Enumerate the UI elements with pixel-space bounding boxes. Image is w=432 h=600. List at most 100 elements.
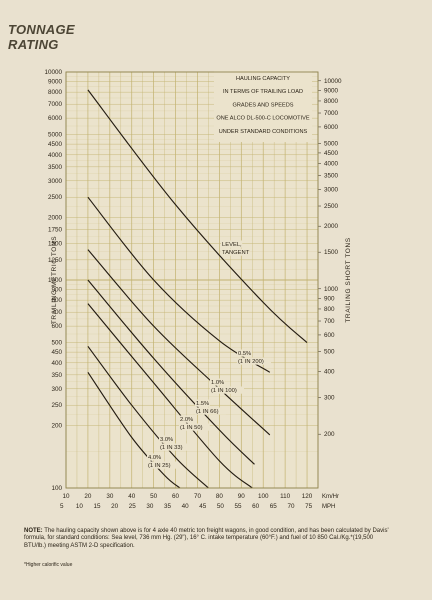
chart-title-line: ONE ALCO DL-500-C LOCOMOTIVE bbox=[216, 116, 310, 122]
y-left-tick-label: 1500 bbox=[48, 240, 63, 247]
note-label: NOTE: bbox=[24, 528, 43, 534]
plot-frame bbox=[65, 71, 319, 489]
y-right-tick-label: 300 bbox=[324, 395, 335, 402]
chart-title-line: HAULING CAPACITY bbox=[236, 76, 290, 82]
x-kmh-tick-label: 50 bbox=[150, 493, 158, 500]
series-label: 1.0% bbox=[211, 380, 224, 386]
y-right-tick-label: 1000 bbox=[324, 286, 339, 293]
y-left-tick-label: 1750 bbox=[48, 226, 63, 233]
series-label-bg bbox=[159, 443, 190, 451]
y-right-tick-label: 400 bbox=[324, 369, 335, 376]
y-left-axis-label: TRAILING METRIC TONS bbox=[51, 236, 58, 324]
y-right-tick-label: 2000 bbox=[324, 223, 339, 230]
series-line bbox=[87, 89, 308, 344]
x-mph-tick-label: 45 bbox=[199, 503, 207, 510]
y-left-tick-label: 2500 bbox=[48, 194, 63, 201]
y-right-tick-label: 3500 bbox=[324, 173, 339, 180]
x-mph-tick-label: 75 bbox=[305, 503, 313, 510]
x-mph-tick-label: 15 bbox=[93, 503, 101, 510]
y-left-tick-label: 600 bbox=[51, 323, 62, 330]
x-mph-tick-label: 20 bbox=[111, 503, 119, 510]
y-left-tick-label: 500 bbox=[51, 340, 62, 347]
series-label-bg bbox=[147, 453, 162, 461]
series-label: LEVEL, bbox=[222, 242, 242, 248]
series-label: (1 IN 50) bbox=[180, 425, 203, 431]
y-left-tick-label: 3500 bbox=[48, 164, 63, 171]
series-label-bg bbox=[147, 461, 178, 469]
x-mph-tick-label: 60 bbox=[252, 503, 260, 510]
y-right-tick-label: 5000 bbox=[324, 140, 339, 147]
x-mph-unit: MPH bbox=[322, 504, 335, 510]
x-mph-tick-label: 10 bbox=[76, 503, 84, 510]
page-title-line-1: TONNAGE bbox=[8, 22, 75, 37]
x-kmh-tick-label: 120 bbox=[302, 493, 313, 500]
x-mph-tick-label: 5 bbox=[60, 503, 64, 510]
series-label: 3.0% bbox=[160, 437, 173, 443]
y-left-tick-label: 300 bbox=[51, 386, 62, 393]
x-mph-tick-label: 25 bbox=[129, 503, 137, 510]
series-line bbox=[87, 345, 209, 489]
x-kmh-unit: Km/Hr bbox=[322, 494, 339, 500]
note-paragraph: NOTE: The hauling capacity shown above i… bbox=[24, 528, 394, 550]
y-left-tick-label: 700 bbox=[51, 309, 62, 316]
series-label: 0.5% bbox=[238, 351, 251, 357]
y-left-tick-label: 9000 bbox=[48, 79, 63, 86]
chart-title-line: GRADES AND SPEEDS bbox=[233, 102, 294, 108]
x-mph-tick-label: 50 bbox=[217, 503, 225, 510]
series-label-bg bbox=[237, 349, 252, 357]
x-kmh-tick-label: 70 bbox=[194, 493, 202, 500]
note-text: The hauling capacity shown above is for … bbox=[24, 528, 389, 549]
chart-title-line: UNDER STANDARD CONDITIONS bbox=[219, 129, 308, 135]
y-right-tick-label: 200 bbox=[324, 431, 335, 438]
y-left-tick-label: 3000 bbox=[48, 178, 63, 185]
series-label: 1.5% bbox=[196, 401, 209, 407]
series-line bbox=[87, 303, 253, 489]
series-label: 2.0% bbox=[180, 417, 193, 423]
y-left-tick-label: 4000 bbox=[48, 152, 63, 159]
x-mph-tick-label: 30 bbox=[146, 503, 154, 510]
y-right-tick-label: 10000 bbox=[324, 78, 342, 85]
x-kmh-tick-label: 90 bbox=[238, 493, 246, 500]
series-label-bg bbox=[210, 378, 225, 386]
x-mph-tick-label: 65 bbox=[270, 503, 278, 510]
x-kmh-tick-label: 110 bbox=[280, 493, 291, 500]
y-right-tick-label: 7000 bbox=[324, 110, 339, 117]
series-label-bg bbox=[210, 386, 244, 394]
y-right-tick-label: 3000 bbox=[324, 187, 339, 194]
series-label-bg bbox=[179, 415, 194, 423]
y-left-tick-label: 800 bbox=[51, 297, 62, 304]
y-right-tick-label: 600 bbox=[324, 332, 335, 339]
series-label: 4.0% bbox=[148, 455, 161, 461]
page-title: TONNAGE RATING bbox=[8, 22, 88, 52]
x-kmh-tick-label: 40 bbox=[128, 493, 136, 500]
series-line bbox=[87, 249, 271, 436]
series-label-bg bbox=[221, 248, 246, 256]
series-line bbox=[87, 279, 255, 465]
y-left-tick-label: 7000 bbox=[48, 101, 63, 108]
series-label-bg bbox=[179, 423, 210, 431]
x-kmh-tick-label: 20 bbox=[84, 493, 92, 500]
x-kmh-tick-label: 100 bbox=[258, 493, 269, 500]
series-label-bg bbox=[237, 357, 271, 365]
y-right-axis-label: TRAILING SHORT TONS bbox=[345, 237, 352, 322]
y-left-tick-label: 2000 bbox=[48, 214, 63, 221]
series-label-bg bbox=[159, 435, 174, 443]
series-label: (1 IN 66) bbox=[196, 409, 219, 415]
y-left-tick-label: 8000 bbox=[48, 89, 63, 96]
y-left-tick-label: 6000 bbox=[48, 115, 63, 122]
y-right-tick-label: 500 bbox=[324, 348, 335, 355]
page-title-line-2: RATING bbox=[8, 37, 59, 52]
series-label: (1 IN 25) bbox=[148, 463, 171, 469]
y-right-tick-label: 4500 bbox=[324, 150, 339, 157]
series-line bbox=[87, 196, 271, 373]
y-right-tick-label: 8000 bbox=[324, 98, 339, 105]
y-right-tick-label: 900 bbox=[324, 295, 335, 302]
x-kmh-tick-label: 80 bbox=[216, 493, 224, 500]
y-right-tick-label: 4000 bbox=[324, 161, 339, 168]
series-label-bg bbox=[221, 240, 243, 248]
footnote: *Higher calorific value bbox=[24, 562, 73, 568]
y-right-tick-label: 1500 bbox=[324, 249, 339, 256]
y-left-tick-label: 200 bbox=[51, 422, 62, 429]
x-mph-tick-label: 40 bbox=[182, 503, 190, 510]
series-label: (1 IN 200) bbox=[238, 359, 264, 365]
